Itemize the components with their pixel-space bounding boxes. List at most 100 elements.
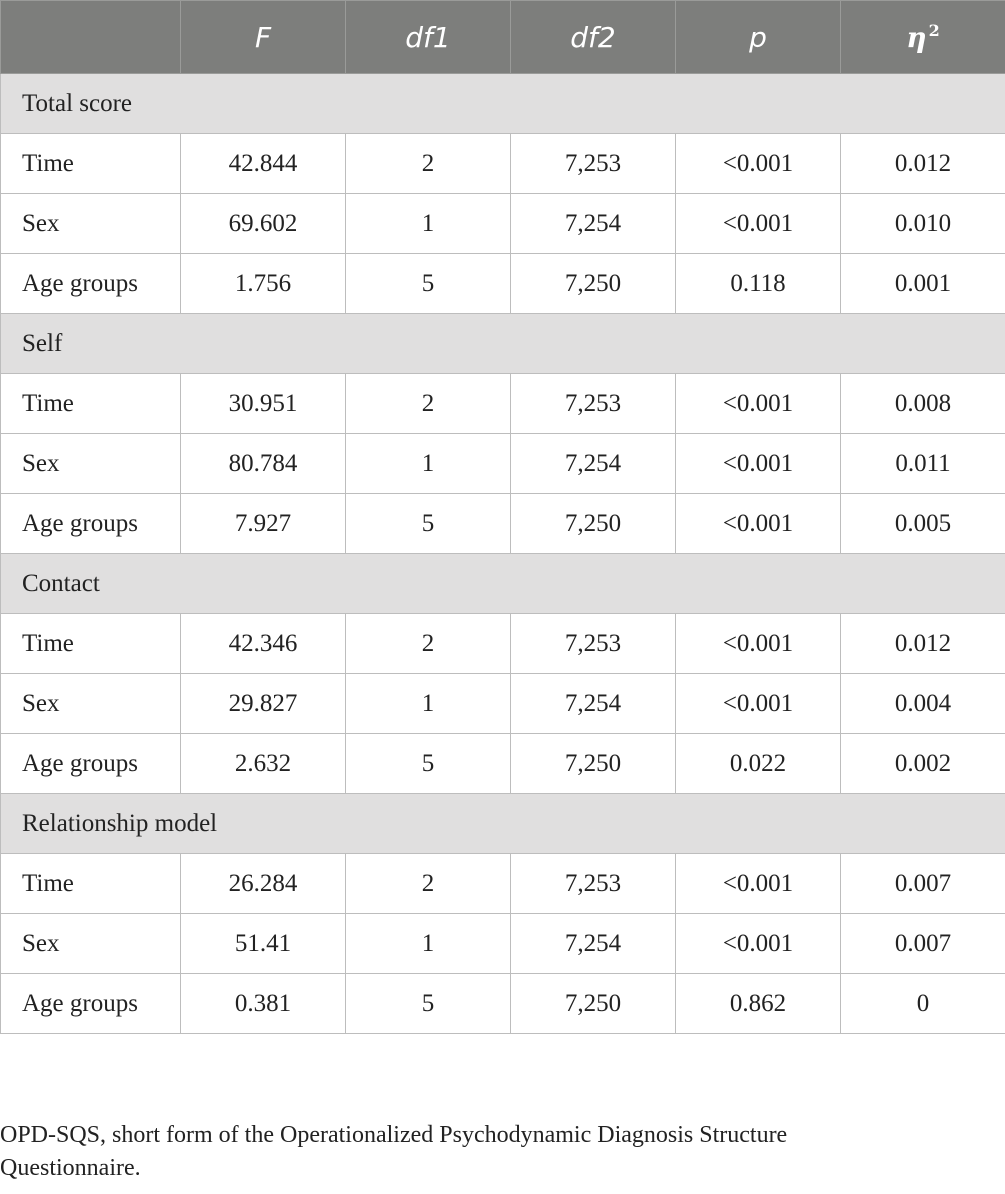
table-row: Age groups 7.927 5 7,250 <0.001 0.005 <box>0 493 1005 554</box>
row-label: Sex <box>0 673 181 734</box>
cell-p: <0.001 <box>675 373 841 434</box>
table-row: Time 42.844 2 7,253 <0.001 0.012 <box>0 133 1005 194</box>
table-row: Sex 69.602 1 7,254 <0.001 0.010 <box>0 193 1005 254</box>
table-footnote: OPD-SQS, short form of the Operationaliz… <box>0 1119 1000 1185</box>
cell-eta-squared: 0.002 <box>840 733 1005 794</box>
footnote-line-1: OPD-SQS, short form of the Operationaliz… <box>0 1122 788 1148</box>
cell-f: 29.827 <box>180 673 346 734</box>
row-label: Sex <box>0 193 181 254</box>
cell-df1: 1 <box>345 433 511 494</box>
cell-df1: 1 <box>345 913 511 974</box>
cell-df2: 7,253 <box>510 133 676 194</box>
group-title: Self <box>0 313 1005 374</box>
cell-p: <0.001 <box>675 853 841 914</box>
cell-df2: 7,250 <box>510 253 676 314</box>
cell-f: 42.346 <box>180 613 346 674</box>
cell-p: <0.001 <box>675 913 841 974</box>
cell-df1: 2 <box>345 613 511 674</box>
header-p: p <box>675 0 841 74</box>
group-title: Total score <box>0 73 1005 134</box>
cell-eta-squared: 0 <box>840 973 1005 1034</box>
cell-f: 80.784 <box>180 433 346 494</box>
cell-eta-squared: 0.007 <box>840 853 1005 914</box>
cell-df2: 7,253 <box>510 373 676 434</box>
cell-eta-squared: 0.004 <box>840 673 1005 734</box>
row-label: Sex <box>0 913 181 974</box>
row-label: Age groups <box>0 733 181 794</box>
group-title: Contact <box>0 553 1005 614</box>
row-label: Age groups <box>0 253 181 314</box>
group-header-row: Contact <box>0 553 1005 614</box>
group-header-row: Total score <box>0 73 1005 134</box>
cell-df2: 7,253 <box>510 853 676 914</box>
cell-eta-squared: 0.007 <box>840 913 1005 974</box>
cell-p: <0.001 <box>675 673 841 734</box>
cell-f: 7.927 <box>180 493 346 554</box>
cell-df2: 7,254 <box>510 433 676 494</box>
cell-df1: 5 <box>345 973 511 1034</box>
cell-df2: 7,250 <box>510 733 676 794</box>
cell-eta-squared: 0.010 <box>840 193 1005 254</box>
table-row: Sex 29.827 1 7,254 <0.001 0.004 <box>0 673 1005 734</box>
cell-p: 0.022 <box>675 733 841 794</box>
group-header-row: Relationship model <box>0 793 1005 854</box>
cell-f: 0.381 <box>180 973 346 1034</box>
cell-f: 30.951 <box>180 373 346 434</box>
cell-df1: 1 <box>345 193 511 254</box>
table-row: Age groups 0.381 5 7,250 0.862 0 <box>0 973 1005 1034</box>
row-label: Age groups <box>0 973 181 1034</box>
cell-p: <0.001 <box>675 493 841 554</box>
cell-eta-squared: 0.012 <box>840 613 1005 674</box>
cell-df2: 7,250 <box>510 973 676 1034</box>
cell-p: <0.001 <box>675 613 841 674</box>
header-f: F <box>180 0 346 74</box>
table-row: Time 26.284 2 7,253 <0.001 0.007 <box>0 853 1005 914</box>
table-row: Sex 80.784 1 7,254 <0.001 0.011 <box>0 433 1005 494</box>
cell-f: 1.756 <box>180 253 346 314</box>
cell-eta-squared: 0.005 <box>840 493 1005 554</box>
table-row: Age groups 2.632 5 7,250 0.022 0.002 <box>0 733 1005 794</box>
cell-df1: 5 <box>345 493 511 554</box>
cell-eta-squared: 0.001 <box>840 253 1005 314</box>
eta-superscript: 2 <box>928 21 940 41</box>
cell-df2: 7,254 <box>510 913 676 974</box>
cell-f: 42.844 <box>180 133 346 194</box>
row-label: Time <box>0 613 181 674</box>
table-row: Sex 51.41 1 7,254 <0.001 0.007 <box>0 913 1005 974</box>
cell-p: 0.862 <box>675 973 841 1034</box>
cell-eta-squared: 0.011 <box>840 433 1005 494</box>
header-df2: df2 <box>510 0 676 74</box>
cell-eta-squared: 0.008 <box>840 373 1005 434</box>
group-title: Relationship model <box>0 793 1005 854</box>
cell-f: 51.41 <box>180 913 346 974</box>
cell-df1: 1 <box>345 673 511 734</box>
row-label: Sex <box>0 433 181 494</box>
header-empty-cell <box>0 0 181 74</box>
table-row: Age groups 1.756 5 7,250 0.118 0.001 <box>0 253 1005 314</box>
row-label: Time <box>0 853 181 914</box>
table-body: Total score Time 42.844 2 7,253 <0.001 0.012 Se… <box>0 73 1005 1034</box>
cell-p: <0.001 <box>675 133 841 194</box>
table-row: Time 30.951 2 7,253 <0.001 0.008 <box>0 373 1005 434</box>
cell-df1: 2 <box>345 133 511 194</box>
row-label: Age groups <box>0 493 181 554</box>
header-df1: df1 <box>345 0 511 74</box>
cell-df2: 7,254 <box>510 673 676 734</box>
cell-df2: 7,253 <box>510 613 676 674</box>
footnote-line-2: Questionnaire. <box>0 1155 141 1181</box>
cell-f: 69.602 <box>180 193 346 254</box>
cell-p: 0.118 <box>675 253 841 314</box>
table-row: Time 42.346 2 7,253 <0.001 0.012 <box>0 613 1005 674</box>
cell-df1: 2 <box>345 373 511 434</box>
cell-df2: 7,254 <box>510 193 676 254</box>
cell-p: <0.001 <box>675 193 841 254</box>
eta-symbol: η <box>906 20 927 54</box>
cell-f: 26.284 <box>180 853 346 914</box>
row-label: Time <box>0 133 181 194</box>
row-label: Time <box>0 373 181 434</box>
cell-df1: 5 <box>345 733 511 794</box>
